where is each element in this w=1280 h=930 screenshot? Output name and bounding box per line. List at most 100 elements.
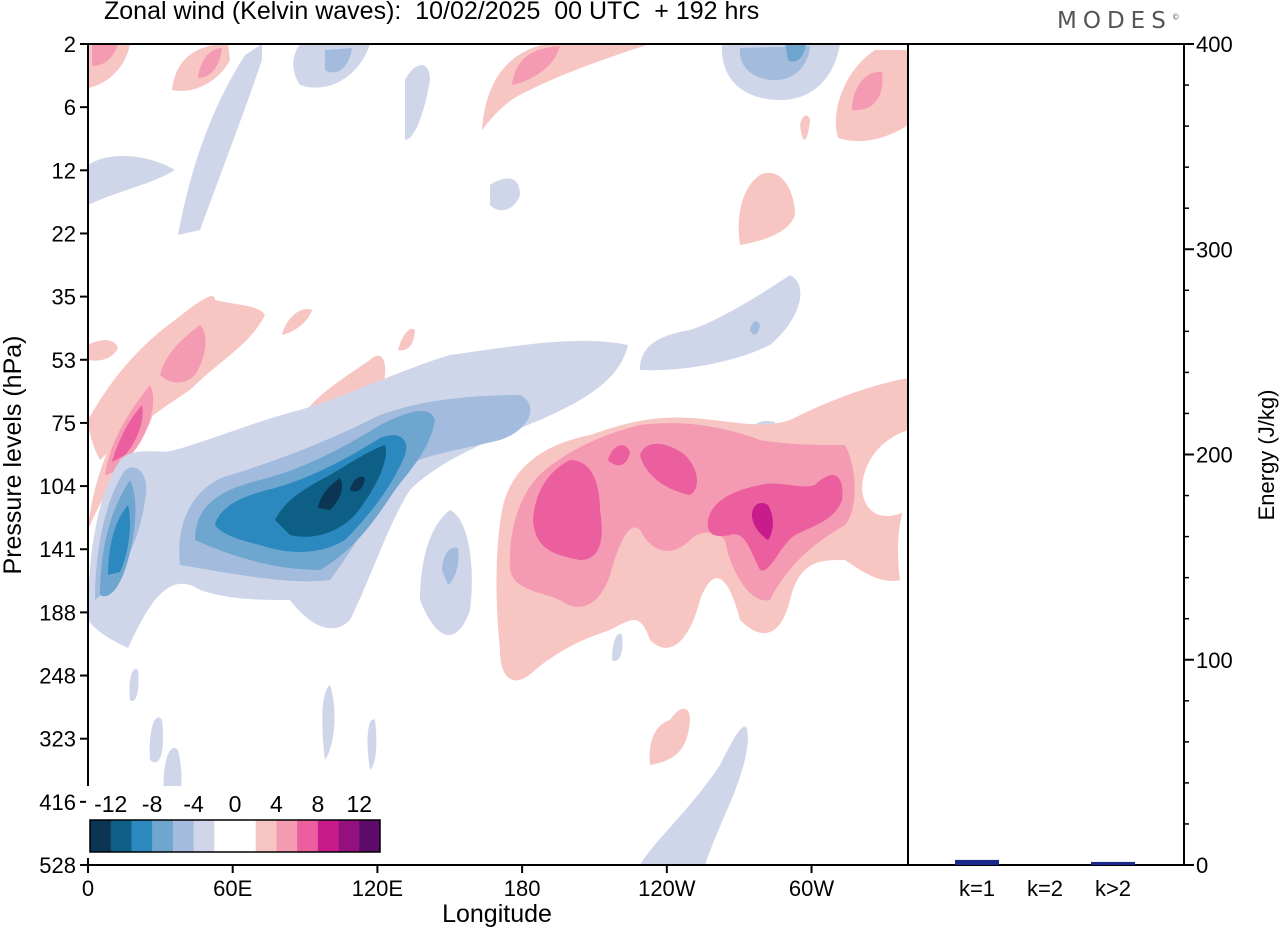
x-axis-label: Longitude [442, 900, 552, 928]
energy-category-label: k=2 [1027, 876, 1063, 901]
colorbar-swatch [255, 820, 277, 852]
colorbar-swatch [172, 820, 195, 852]
x-tick-label: 120E [352, 876, 403, 901]
contour-pos-main-4 [608, 445, 630, 466]
energy-tick-label: 0 [1196, 853, 1208, 878]
colorbar-frame [89, 819, 381, 853]
contour-neg-top-7 [88, 155, 175, 205]
colorbar-label: -8 [142, 791, 162, 817]
contour-neg-top-3 [325, 48, 352, 73]
y-tick-label: 6 [64, 95, 76, 120]
contour-neg-main-10 [350, 476, 365, 492]
contour-neg-low-4 [322, 685, 335, 760]
colorbar-swatch [317, 820, 340, 852]
x-tick-label: 60E [213, 876, 252, 901]
brand-text: MODES [1057, 8, 1172, 34]
modes-logo: MODES© [1057, 8, 1180, 34]
energy-tick-label: 300 [1196, 237, 1233, 262]
contour-neg-main-14 [750, 321, 760, 335]
contour-pos-mid-5 [112, 405, 143, 462]
y-axis-label: Pressure levels (hPa) [0, 336, 27, 575]
contour-pos-top-2 [92, 44, 118, 66]
contour-pos-top-5 [482, 44, 650, 130]
colorbar-swatch [297, 820, 319, 852]
colorbar-swatch [152, 820, 174, 852]
contour-neg-top-6 [785, 44, 806, 62]
y-tick-label: 75 [52, 411, 76, 436]
y-tick-label: 528 [39, 853, 76, 878]
colorbar-swatch [214, 820, 236, 852]
contour-neg-low-1 [129, 669, 139, 701]
colorbar-swatch [90, 820, 112, 852]
contour-neg-main-13 [640, 275, 801, 371]
y-tick-label: 35 [52, 285, 76, 310]
contour-neg-low-5 [367, 719, 377, 770]
chart-title: Zonal wind (Kelvin waves): 10/02/2025 00… [104, 0, 760, 25]
colorbar-label: 0 [229, 791, 242, 817]
y-tick-label: 53 [52, 348, 76, 373]
colorbar-label: -4 [183, 791, 204, 817]
energy-tick-label: 100 [1196, 648, 1233, 673]
contour-pos-mid-6 [160, 325, 206, 383]
longitude-axis: 0 60E 120E 180 120W 60W [82, 865, 834, 901]
contour-pos-top-8 [852, 71, 883, 111]
energy-bars: k=1 k=2 k>2 [955, 859, 1135, 901]
contour-neg-low-2 [149, 717, 164, 763]
contour-pos-main-7 [752, 503, 773, 540]
energy-axis: 0 100 200 300 400 [1184, 32, 1233, 878]
contour-pos-top-9 [738, 172, 795, 245]
x-tick-label: 0 [82, 876, 94, 901]
energy-plot-frame [907, 43, 1185, 866]
wind-contour-field [88, 44, 908, 865]
contour-pos-main-5 [640, 443, 697, 495]
energy-bar [1091, 861, 1135, 865]
contour-pos-top-6 [512, 46, 560, 85]
x-tick-label: 60W [789, 876, 834, 901]
colorbar-swatch [110, 820, 132, 852]
y-tick-label: 188 [39, 600, 76, 625]
y-tick-label: 416 [39, 790, 76, 815]
colorbar-label: -12 [94, 791, 127, 817]
contour-pos-mid-2 [88, 340, 118, 361]
contour-neg-main-9 [318, 478, 342, 510]
contour-neg-main-12 [442, 547, 459, 585]
contour-pos-top-10 [800, 115, 810, 140]
colorbar-label: 8 [311, 791, 324, 817]
energy-axis-label: Energy (J/kg) [1254, 390, 1279, 521]
contour-pos-main-6 [707, 475, 843, 571]
y-tick-label: 104 [39, 474, 76, 499]
contour-pos-mid-7 [282, 309, 312, 335]
colorbar-swatch [359, 820, 381, 852]
colorbar-label: 12 [346, 791, 372, 817]
contour-pos-low-1 [649, 708, 690, 765]
colorbar-swatch [235, 820, 257, 852]
pressure-axis: 2 6 12 22 35 53 75 104 141 188 248 323 416 528 [39, 32, 88, 878]
colorbar-label: 4 [270, 791, 283, 817]
contour-neg-main-6 [108, 505, 131, 575]
colorbar-legend: -12 -8 -4 0 4 8 12 [86, 786, 384, 858]
colorbar-swatch [276, 820, 298, 852]
x-tick-label: 180 [504, 876, 541, 901]
y-tick-label: 12 [52, 158, 76, 183]
energy-category-label: k>2 [1095, 876, 1131, 901]
contour-neg-low-6 [640, 726, 748, 865]
colorbar-swatch [131, 820, 153, 852]
contour-neg-top-8 [405, 65, 430, 140]
colorbar-swatch [338, 820, 360, 852]
colorbar-swatch [193, 820, 215, 852]
contour-pos-main-3 [533, 460, 602, 560]
contour-neg-low-7 [612, 633, 623, 661]
energy-tick-label: 200 [1196, 443, 1233, 468]
energy-tick-label: 400 [1196, 32, 1233, 57]
contour-neg-top-9 [490, 178, 520, 211]
energy-bar [955, 859, 999, 865]
y-tick-label: 22 [52, 221, 76, 246]
contour-pos-main-8 [862, 430, 908, 516]
x-tick-label: 120W [638, 876, 696, 901]
contour-pos-top-4 [198, 48, 222, 78]
contour-pos-mid-9 [398, 328, 415, 351]
brand-mark: © [1171, 12, 1180, 22]
y-tick-label: 248 [39, 664, 76, 689]
y-tick-label: 2 [64, 32, 76, 57]
